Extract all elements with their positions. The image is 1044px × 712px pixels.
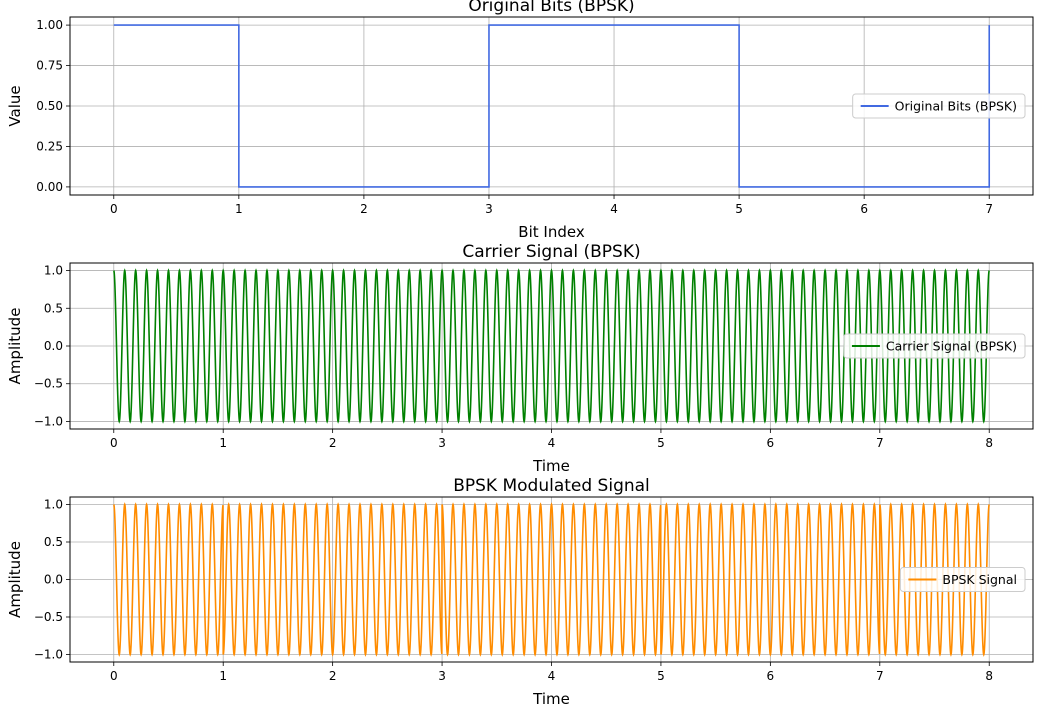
y-tick-label: 0.25 bbox=[36, 139, 63, 153]
y-tick-label: 1.0 bbox=[44, 264, 63, 278]
chart-title: Original Bits (BPSK) bbox=[468, 0, 634, 16]
x-tick-label: 0 bbox=[110, 669, 118, 683]
y-tick-label: 1.0 bbox=[44, 498, 63, 512]
x-tick-label: 5 bbox=[657, 436, 665, 450]
y-tick-label: 0.00 bbox=[36, 180, 63, 194]
x-tick-label: 6 bbox=[767, 436, 775, 450]
y-axis-label: Amplitude bbox=[6, 541, 24, 618]
series-line-1 bbox=[113, 24, 991, 188]
y-tick-label: 0.0 bbox=[44, 339, 63, 353]
x-tick-label: 2 bbox=[329, 669, 337, 683]
y-tick-label: −1.0 bbox=[34, 414, 63, 428]
legend: BPSK Signal bbox=[899, 567, 1026, 592]
x-tick-label: 0 bbox=[110, 202, 118, 216]
x-tick-label: 3 bbox=[438, 436, 446, 450]
x-tick-label: 4 bbox=[610, 202, 618, 216]
subplot-3: 0 1 2 3 4 5 6 7 8 −1.0 −0.5 0.0 0.5 1.0 BPSK Modulated… bbox=[6, 476, 1034, 708]
x-tick-label: 2 bbox=[329, 436, 337, 450]
legend-box bbox=[899, 567, 1026, 592]
x-tick-label: 4 bbox=[548, 669, 556, 683]
x-tick-label: 2 bbox=[360, 202, 368, 216]
x-axis-label: Time bbox=[532, 690, 570, 708]
y-axis-label: Value bbox=[6, 85, 24, 126]
x-tick-label: 3 bbox=[438, 669, 446, 683]
series-line-3 bbox=[113, 502, 990, 657]
y-tick-label: 0.5 bbox=[44, 301, 63, 315]
x-tick-label: 0 bbox=[110, 436, 118, 450]
x-tick-label: 5 bbox=[735, 202, 743, 216]
y-tick-label: 0.5 bbox=[44, 535, 63, 549]
x-tick-label: 4 bbox=[548, 436, 556, 450]
legend-box bbox=[852, 93, 1026, 119]
y-axis-label: Amplitude bbox=[6, 308, 24, 385]
y-tick-label: −0.5 bbox=[34, 377, 63, 391]
y-tick-label: 0.0 bbox=[44, 573, 63, 587]
x-tick-label: 1 bbox=[219, 436, 227, 450]
chart-title: BPSK Modulated Signal bbox=[453, 476, 650, 496]
x-tick-label: 3 bbox=[485, 202, 493, 216]
legend-box bbox=[843, 333, 1026, 359]
x-tick-label: 8 bbox=[985, 669, 993, 683]
x-tick-label: 5 bbox=[657, 669, 665, 683]
legend-label: BPSK Signal bbox=[942, 572, 1017, 587]
x-axis-label: Time bbox=[532, 457, 570, 475]
series-line-2 bbox=[113, 268, 990, 424]
legend: Carrier Signal (BPSK) bbox=[843, 333, 1026, 359]
y-tick-label: −1.0 bbox=[34, 648, 63, 662]
legend-label: Original Bits (BPSK) bbox=[895, 99, 1017, 114]
y-tick-label: 0.75 bbox=[36, 59, 63, 73]
x-tick-label: 1 bbox=[235, 202, 243, 216]
y-tick-label: −0.5 bbox=[34, 610, 63, 624]
subplot-1: 0 1 2 3 4 5 6 7 0.00 0.25 0.50 0.75 1.00 Original Bit… bbox=[6, 0, 1034, 241]
chart-title: Carrier Signal (BPSK) bbox=[462, 242, 640, 262]
x-tick-label: 8 bbox=[985, 436, 993, 450]
x-tick-label: 7 bbox=[876, 436, 884, 450]
x-tick-label: 1 bbox=[219, 669, 227, 683]
y-tick-label: 0.50 bbox=[36, 99, 63, 113]
legend: Original Bits (BPSK) bbox=[852, 93, 1026, 119]
legend-label: Carrier Signal (BPSK) bbox=[886, 339, 1017, 354]
y-tick-label: 1.00 bbox=[36, 18, 63, 32]
x-axis-label: Bit Index bbox=[518, 223, 585, 241]
x-tick-label: 6 bbox=[860, 202, 868, 216]
x-tick-label: 6 bbox=[767, 669, 775, 683]
subplot-2: 0 1 2 3 4 5 6 7 8 −1.0 −0.5 0.0 0.5 1.0 Carrier Signal… bbox=[6, 242, 1034, 475]
x-tick-label: 7 bbox=[985, 202, 993, 216]
x-tick-label: 7 bbox=[876, 669, 884, 683]
